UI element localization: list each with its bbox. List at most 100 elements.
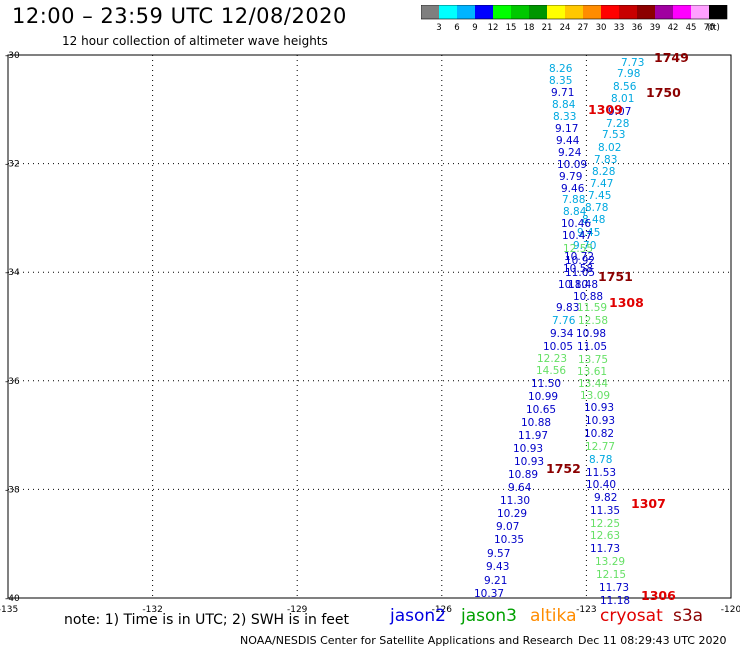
swh-value-label: 11.18 [600,595,630,607]
swh-value-label: 9.17 [555,123,578,135]
swh-value-label: 10.99 [528,391,558,403]
page-subtitle: 12 hour collection of altimeter wave hei… [62,34,328,48]
scale-swatch [619,5,637,19]
pass-number-label: 1749 [654,50,689,65]
scale-swatch [529,5,547,19]
swh-value-label: 12.15 [596,569,626,581]
scale-tick-label: 15 [506,23,517,33]
swh-value-label: 10.92 [565,255,595,267]
swh-value-label: 11.48 [568,279,598,291]
swh-value-label: 9.64 [508,482,532,494]
scale-tick-label: 39 [650,23,661,33]
swh-value-label: 7.47 [590,178,613,190]
swh-value-label: 10.98 [576,328,606,340]
legend-s3a: s3a [673,606,704,626]
lon-tick-label: -129 [287,605,308,615]
scale-tick-label: 21 [542,23,553,33]
note-text: note: 1) Time is in UTC; 2) SWH is in fe… [64,612,350,628]
swh-value-label: 11.73 [599,582,629,594]
swh-value-label: 7.98 [617,68,640,80]
swh-value-label: 11.73 [590,543,620,555]
scale-tick-label: 12 [488,23,499,33]
scale-swatch [475,5,493,19]
swh-value-label: 9.34 [550,328,574,340]
swh-value-label: 7.53 [602,129,625,141]
swh-value-label: 11.05 [577,341,607,353]
swh-value-label: 7.28 [606,118,629,130]
swh-value-label: 10.72 [564,251,594,263]
swh-value-label: 8.84 [563,206,587,218]
swh-value-label: 7.45 [588,190,611,202]
swh-value-label: 7.76 [552,315,576,327]
lat-tick-label: -34 [5,268,20,278]
color-scale-bar: 3 6 9 12 15 18 21 24 27 30 33 36 39 42 45 70(ft) [421,5,728,33]
swh-value-label: 11.05 [565,267,595,279]
map-plot: -135 -132 -129 -126 -123 -120 -30 -32 -34 -36 -38 -… [0,50,740,615]
swh-value-label: 9.83 [556,302,579,314]
swh-value-label: 13.61 [577,366,607,378]
swh-value-label: 10.80 [558,279,588,291]
swh-value-label: 12.23 [537,353,567,365]
lon-tick-label: -120 [721,605,740,615]
swh-value-label: 12.58 [578,315,608,327]
swh-value-label: 9.57 [487,548,510,560]
scale-tick-label: 45 [686,23,697,33]
swh-value-label: 13.75 [578,354,608,366]
swh-value-label: 8.01 [611,93,634,105]
swh-value-label: 11.35 [590,505,620,517]
scale-tick-label: 33 [614,23,625,33]
scale-swatch [709,5,727,19]
lon-tick-label: -126 [432,605,453,615]
scale-tick-label: 6 [454,23,459,33]
swh-value-label: 12.25 [590,518,620,530]
swh-value-label: 10.93 [584,402,614,414]
swh-value-label: 10.40 [586,479,616,491]
swh-value-label: 8.84 [552,99,576,111]
scale-swatch [655,5,673,19]
lat-tick-label: -32 [5,160,20,170]
swh-value-label: 9.82 [594,492,617,504]
pass-number-label: 1308 [609,295,644,310]
lat-tick-label: -38 [5,485,20,495]
swh-value-label: 12.55 [563,243,593,255]
swh-value-label: 7.73 [621,57,644,69]
scale-swatch [547,5,565,19]
pass-number-label: 1750 [646,85,681,100]
lon-tick-label: -123 [576,605,596,615]
swh-value-label: 10.93 [585,415,615,427]
swh-value-label: 11.53 [586,467,616,479]
swh-value-label: 10.58 [563,263,593,275]
scale-tick-label: 36 [632,23,643,33]
swh-value-label: 8.28 [592,166,615,178]
swh-value-label: 11.30 [500,495,530,507]
swh-value-label: 9.44 [556,135,580,147]
swh-value-label: 10.93 [513,443,543,455]
legend-altika: altika [530,606,577,626]
swh-value-label: 7.88 [562,194,585,206]
swh-value-label: 10.09 [557,159,587,171]
swh-value-label: 7.83 [594,154,617,166]
lon-tick-label: -132 [142,605,162,615]
swh-value-label: 8.02 [598,142,621,154]
scale-swatch [565,5,583,19]
swh-value-label: 12.63 [590,530,620,542]
scale-tick-label: 27 [578,23,589,33]
legend-cryosat: cryosat [600,606,663,626]
swh-value-label: 8.56 [613,81,637,93]
scale-tick-label: 18 [524,23,535,33]
swh-value-label: 9.79 [559,171,582,183]
swh-value-label: 13.09 [580,390,610,402]
swh-value-label: 8.33 [553,111,576,123]
swh-value-label: 9.46 [561,183,585,195]
swh-value-label: 13.44 [578,378,608,390]
swh-value-label: 9.45 [577,227,600,239]
footer-credit: NOAA/NESDIS Center for Satellite Applica… [240,634,574,647]
swh-value-label: 9.24 [558,147,582,159]
scale-tick-label: 30 [596,23,607,33]
lat-tick-label: -36 [5,377,20,387]
swh-value-label: 10.93 [514,456,544,468]
swh-value-label: 10.82 [584,428,614,440]
scale-swatch [439,5,457,19]
swh-value-label: 10.35 [494,534,524,546]
pass-number-label: 1307 [631,496,666,511]
